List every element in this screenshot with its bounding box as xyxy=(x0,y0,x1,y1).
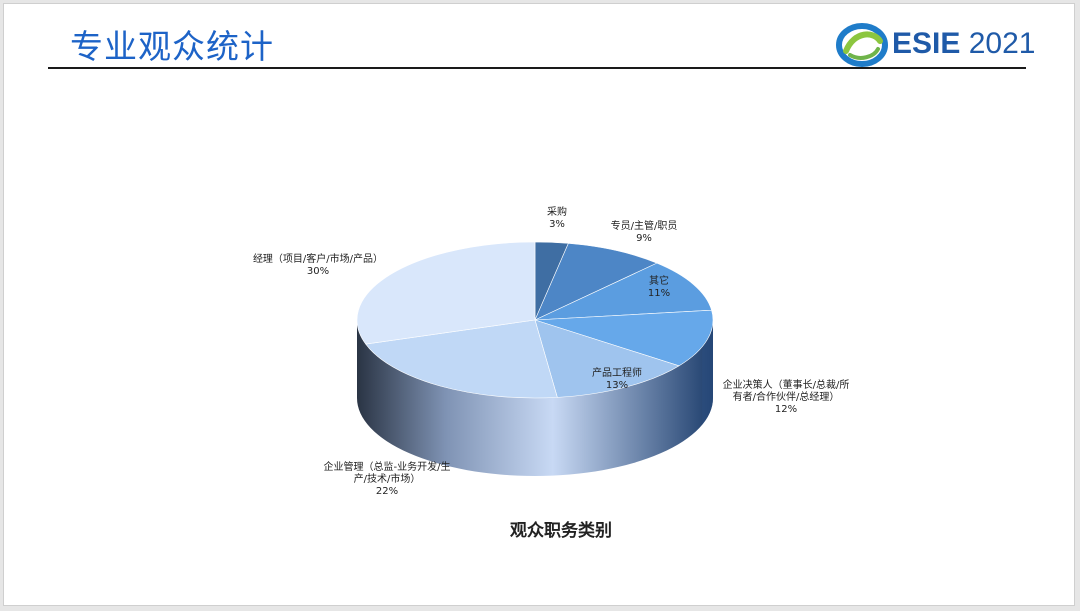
slice-percent: 9% xyxy=(636,233,652,244)
pie-side-shade xyxy=(702,321,713,425)
logo-year: 2021 xyxy=(968,27,1036,60)
pie-slice-5 xyxy=(534,319,680,398)
slice-label-7: 经理（项目/客户/市场/产品）30% xyxy=(253,252,383,277)
slice-percent: 12% xyxy=(775,404,797,415)
slice-label-2: 专员/主管/职员9% xyxy=(611,219,678,244)
logo-brand: ESIE xyxy=(892,27,961,60)
pie-slices xyxy=(356,241,714,399)
pie-slice-4 xyxy=(534,309,714,367)
slice-label-4: 企业决策人（董事长/总裁/所有者/合作伙伴/总经理）12% xyxy=(723,378,850,415)
chart-title: 观众职务类别 xyxy=(509,520,612,541)
pie-slice-2 xyxy=(534,243,658,321)
slice-percent: 11% xyxy=(648,288,670,299)
slice-name: 有者/合作伙伴/总经理） xyxy=(733,390,840,403)
slice-percent: 3% xyxy=(549,219,565,230)
slice-percent: 22% xyxy=(376,486,398,497)
slice-name: 采购 xyxy=(547,205,567,218)
slice-name: 企业决策人（董事长/总裁/所 xyxy=(723,378,850,391)
title-divider xyxy=(48,67,1026,69)
slice-name: 产品工程师 xyxy=(592,366,642,379)
slide: 专业观众统计 ESIE 2021 采购 3% 专员/主管/职员 9% 其它 11% 企业决策… xyxy=(3,3,1075,606)
slice-name: 专员/主管/职员 xyxy=(611,219,678,232)
esie-logo: ESIE 2021 xyxy=(836,21,1036,69)
slice-name: 产/技术/市场） xyxy=(354,472,421,485)
slice-name: 其它 xyxy=(649,274,669,287)
slice-label-1: 采购3% xyxy=(547,205,567,230)
pie-slice-3 xyxy=(534,262,712,321)
slice-percent: 30% xyxy=(307,266,329,277)
slice-percent: 13% xyxy=(606,380,628,391)
pie-slice-7 xyxy=(356,241,536,345)
logo-wordmark: ESIE 2021 xyxy=(892,27,1035,61)
slice-name: 企业管理（总监-业务开发/生 xyxy=(324,460,451,473)
page-title: 专业观众统计 xyxy=(70,27,274,66)
swirl-logo-icon xyxy=(836,23,888,67)
slice-name: 经理（项目/客户/市场/产品） xyxy=(253,252,383,265)
pie-slice-6 xyxy=(365,319,558,399)
slice-label-6: 企业管理（总监-业务开发/生产/技术/市场）22% xyxy=(324,460,451,497)
